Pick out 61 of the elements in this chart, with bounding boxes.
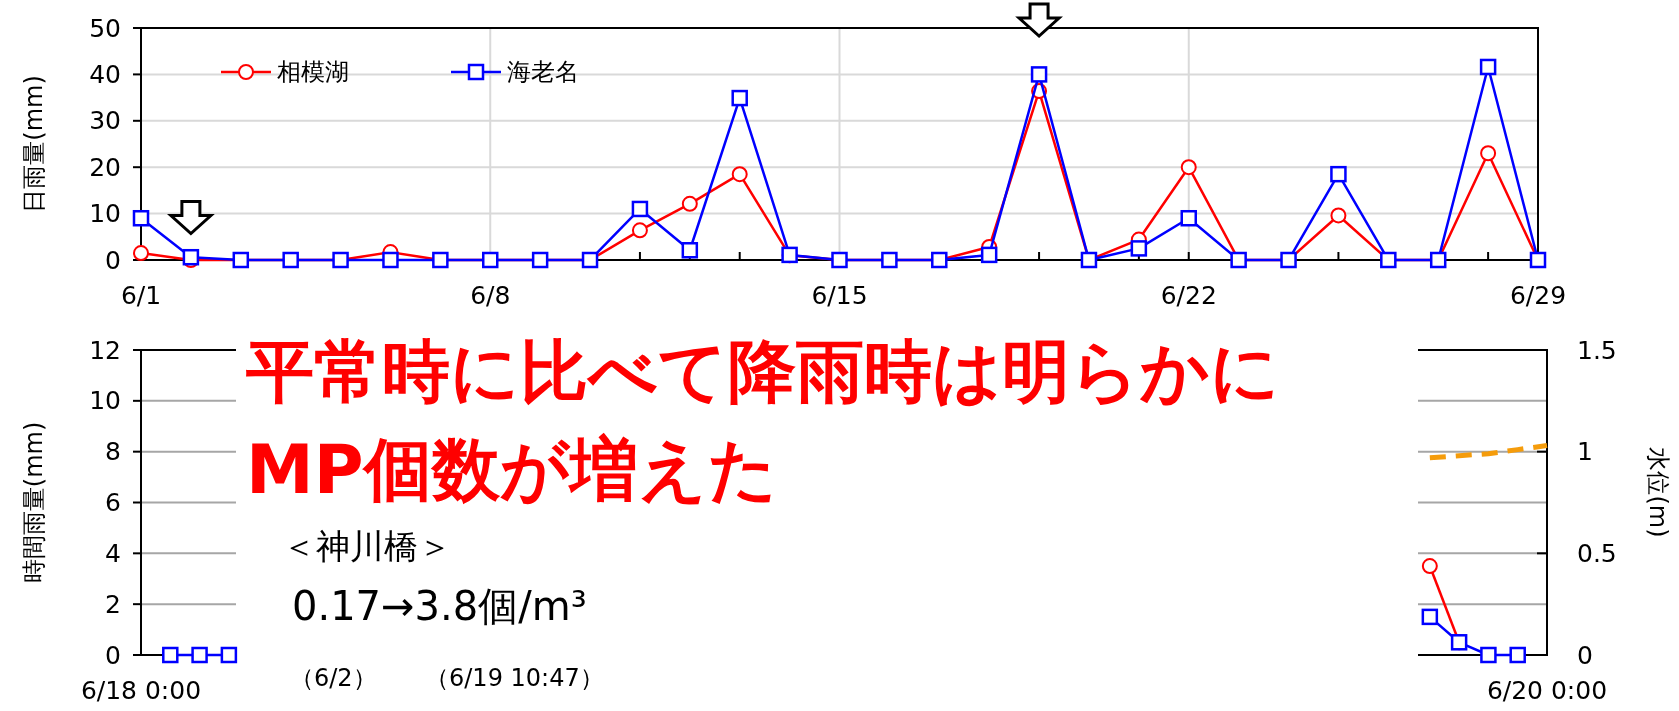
- y2-tick-label: 1.5: [1577, 335, 1617, 365]
- annotation: ＜神川橋＞: [282, 526, 452, 566]
- point: [1130, 240, 1148, 257]
- text: （6/2）: [290, 664, 377, 692]
- y-tick-label: 12: [89, 335, 121, 365]
- point: [1030, 66, 1048, 83]
- y-tick-label: 10: [89, 199, 121, 229]
- point: [1480, 145, 1497, 162]
- point: [631, 200, 649, 218]
- point: [1421, 558, 1438, 575]
- y-axis-title: 時間雨量(mm): [20, 421, 48, 584]
- y-tick-label: 30: [89, 106, 121, 136]
- y-axis-title: 日雨量(mm): [20, 75, 48, 213]
- point: [1330, 165, 1347, 183]
- point: [1421, 608, 1439, 626]
- point: [1180, 209, 1197, 227]
- point: [1479, 58, 1497, 76]
- y2-tick-label: 0.5: [1577, 538, 1617, 568]
- y-tick-label: 10: [89, 386, 121, 416]
- point: [1180, 159, 1197, 176]
- y-tick-label: 50: [89, 13, 121, 43]
- point: [182, 248, 200, 266]
- point: [1480, 646, 1497, 664]
- point: [731, 166, 748, 183]
- y-tick-label: 6: [105, 488, 121, 517]
- x-tick-label: 6/1: [120, 281, 162, 310]
- annotation: MP個数が増えた: [246, 430, 778, 509]
- y-tick-label: 40: [89, 59, 121, 89]
- x-tick-label: 6/18 0:00: [80, 676, 202, 705]
- y2-tick-label: 1: [1577, 437, 1593, 467]
- y-tick-label: 20: [89, 152, 121, 182]
- y-tick-label: 4: [105, 538, 121, 568]
- point: [681, 242, 699, 259]
- point: [191, 646, 208, 664]
- y2-tick-label: 0: [1577, 640, 1593, 670]
- annotation: 0.17→3.8個/m³: [292, 583, 587, 629]
- x-tick-label: 6/22: [1160, 281, 1217, 310]
- y-tick-label: 8: [105, 437, 121, 467]
- legend-label: 相模湖: [277, 58, 349, 86]
- x-tick-label: 6/15: [811, 281, 868, 310]
- x-tick-label: 6/8: [470, 281, 511, 310]
- point: [631, 222, 648, 239]
- y2-axis-title: 水位(m): [1644, 447, 1672, 538]
- legend-label: 海老名: [507, 58, 579, 86]
- x-tick-label: 6/29: [1509, 281, 1567, 310]
- annotation: 平常時に比べて降雨時は明らかに: [245, 332, 1280, 411]
- point: [1509, 646, 1526, 664]
- point: [133, 245, 149, 262]
- point: [1330, 207, 1347, 224]
- point: [220, 646, 238, 664]
- point: [980, 246, 998, 264]
- y-tick-label: 0: [105, 640, 121, 670]
- point: [681, 195, 698, 212]
- point: [132, 209, 150, 227]
- point: [162, 646, 179, 664]
- point: [382, 251, 399, 269]
- x-tick-label: 6/20 0:00: [1486, 676, 1608, 705]
- y-tick-label: 2: [105, 589, 121, 619]
- point: [731, 89, 748, 107]
- text: （6/19 10:47）: [425, 664, 604, 692]
- y-tick-label: 0: [105, 245, 121, 275]
